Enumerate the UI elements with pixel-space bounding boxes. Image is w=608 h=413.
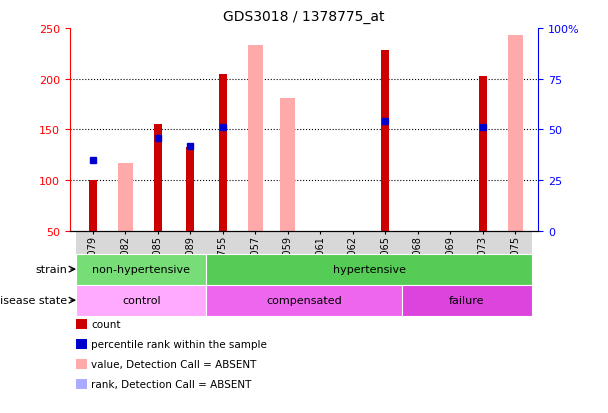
Bar: [219, 74, 227, 231]
Bar: [154, 125, 162, 231]
Text: disease state: disease state: [0, 295, 67, 306]
Bar: [118, 164, 133, 231]
Text: percentile rank within the sample: percentile rank within the sample: [91, 339, 267, 349]
Bar: [186, 147, 195, 231]
Text: value, Detection Call = ABSENT: value, Detection Call = ABSENT: [91, 359, 257, 369]
Bar: [89, 180, 97, 231]
Text: GDS3018 / 1378775_at: GDS3018 / 1378775_at: [223, 10, 385, 24]
Bar: [280, 99, 295, 231]
Text: control: control: [122, 295, 161, 306]
Text: strain: strain: [35, 264, 67, 275]
Text: failure: failure: [449, 295, 485, 306]
Text: compensated: compensated: [266, 295, 342, 306]
Bar: [381, 51, 389, 231]
Text: rank, Detection Call = ABSENT: rank, Detection Call = ABSENT: [91, 379, 252, 389]
Text: count: count: [91, 319, 121, 329]
Bar: [508, 36, 523, 231]
Text: hypertensive: hypertensive: [333, 264, 406, 275]
Text: non-hypertensive: non-hypertensive: [92, 264, 190, 275]
Bar: [478, 76, 487, 231]
Bar: [248, 46, 263, 231]
